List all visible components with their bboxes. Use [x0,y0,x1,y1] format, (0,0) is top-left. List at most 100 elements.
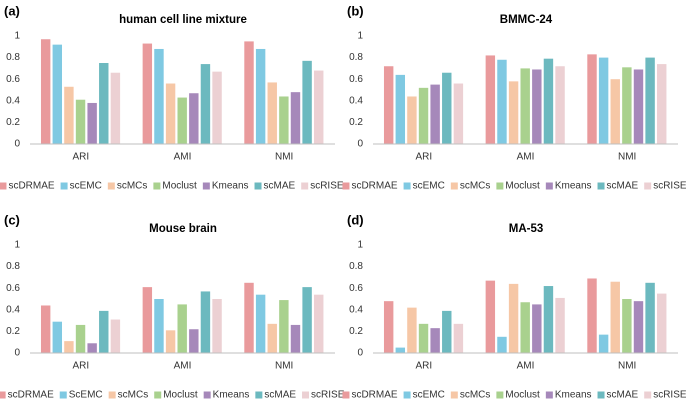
bar [497,336,507,353]
bar [87,343,97,353]
panel: (b) BMMC-24 0 0.2 0.4 0.6 0.8 1 ARI AMI NMI scDRMAE… [342,3,686,192]
bar [407,307,417,353]
x-tick-label: ARI [415,361,432,372]
bar [279,96,289,144]
bar [40,39,51,144]
x-tick-label: AMI [517,361,535,372]
y-tick-label: 0.2 [349,326,363,337]
bar [314,70,324,144]
bar [244,282,254,353]
y-tick-label: 0.8 [349,261,363,272]
bar [633,301,644,353]
bar [442,310,452,353]
x-tick-label: AMI [174,361,192,372]
x-tick-label: AMI [174,152,192,163]
x-tick-label: ARI [415,152,432,163]
x-tick-label: ARI [72,152,89,163]
bar [395,347,406,353]
x-tick-label: NMI [618,152,636,163]
bar [442,72,452,144]
legend-swatch [301,182,309,190]
y-tick-label: 0.6 [6,74,20,85]
y-tick-label: 0.4 [6,304,20,315]
y-tick-label: 0.6 [349,283,363,294]
legend-label: scMCs [460,390,491,401]
bar [302,60,312,145]
y-tick-label: 0.6 [349,74,363,85]
bar [587,278,597,353]
bar [75,324,86,353]
bar [110,319,121,353]
x-tick-label: NMI [275,361,293,372]
legend: scDRMAE scEMC scMCs Moclust Kmeans scMAE scRIS… [342,390,686,401]
legend-label: Moclust [162,181,197,192]
legend-label: scMAE [264,390,296,401]
bar [40,305,51,353]
bar [555,297,565,353]
bar [453,323,464,353]
legend-swatch [153,182,161,190]
bar [508,283,519,353]
y-tick-label: 0 [14,348,20,359]
bar [165,83,176,144]
bar [657,293,667,353]
bar [645,57,655,144]
bar [383,66,394,144]
bar [200,64,211,144]
bar [622,299,632,353]
legend-label: scDRMAE [351,181,397,192]
bar [177,97,187,144]
y-tick-label: 0.2 [6,117,20,128]
bar [64,341,74,353]
bar [64,86,74,144]
legend-swatch [0,182,7,190]
panel: (a) human cell line mixture 0 0.2 0.4 0.6 0.8 1… [0,3,344,192]
legend-label: Moclust [505,390,540,401]
legend-label: Kmeans [213,390,250,401]
legend-label: Kmeans [555,390,592,401]
legend-label: Moclust [163,390,198,401]
legend-swatch [450,182,458,190]
bar [154,299,164,353]
bar [99,63,109,144]
legend-label: scMAE [607,390,639,401]
legend: scDRMAE scEMC scMCs Moclust Kmeans scMAE scRIS… [342,181,686,192]
legend-label: scMAE [607,181,639,192]
bar [645,282,655,353]
legend-label: scDRMAE [8,390,54,401]
bar [383,301,394,353]
legend-swatch [108,391,116,399]
bar [75,99,86,144]
bar [598,57,609,144]
y-tick-label: 0.6 [6,283,20,294]
panel-label: (b) [347,3,364,18]
legend-swatch [202,182,210,190]
bar [407,96,417,144]
bar [610,79,620,144]
bar [212,299,222,353]
bar [177,304,187,353]
chart-title: BMMC-24 [500,14,553,26]
y-tick-label: 0.4 [349,304,363,315]
bar [110,72,121,144]
legend-swatch [545,182,553,190]
legend-swatch [496,182,504,190]
x-tick-label: NMI [618,361,636,372]
legend-label: scDRMAE [8,181,54,192]
legend-label: ScEMC [69,390,103,401]
bar [430,84,440,144]
bar [267,323,277,353]
y-tick-label: 0.8 [349,52,363,63]
bar [255,48,266,144]
x-tick-label: NMI [275,152,293,163]
bar [244,41,254,144]
legend-swatch [597,182,605,190]
panel-label: (a) [4,3,20,18]
panel: (c) Mouse brain 0 0.2 0.4 0.6 0.8 1 ARI AMI NMI scD… [0,212,345,401]
legend-swatch [342,182,350,190]
bar [52,321,63,353]
bar [418,323,429,353]
legend-label: scRISE [311,390,345,401]
bar [430,328,440,353]
